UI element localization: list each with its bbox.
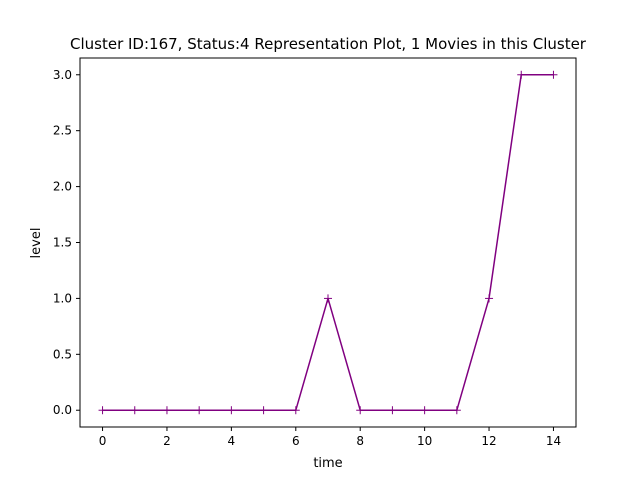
data-point-marker xyxy=(195,406,204,415)
x-tick-label: 0 xyxy=(99,434,107,448)
x-axis: 0 2 4 6 8 10 12 14 xyxy=(99,427,561,448)
data-point-marker xyxy=(485,294,494,303)
x-tick-label: 2 xyxy=(163,434,171,448)
x-tick-label: 8 xyxy=(356,434,364,448)
y-tick-label: 0.5 xyxy=(53,347,72,361)
plot-frame xyxy=(79,57,577,428)
plot-layer xyxy=(98,70,558,415)
series-line xyxy=(102,74,554,411)
data-point-marker xyxy=(356,406,365,415)
y-tick-label: 2.5 xyxy=(53,124,72,138)
y-tick-label: 0.0 xyxy=(53,403,72,417)
y-tick-label: 1.5 xyxy=(53,236,72,250)
x-axis-label: time xyxy=(313,456,342,471)
chart-title: Cluster ID:167, Status:4 Representation … xyxy=(70,35,587,53)
data-point-marker xyxy=(259,406,268,415)
data-point-marker xyxy=(162,406,171,415)
y-tick-label: 3.0 xyxy=(53,68,72,82)
x-tick-label: 12 xyxy=(481,434,496,448)
data-point-marker xyxy=(98,406,107,415)
data-point-marker xyxy=(549,70,558,79)
x-tick-label: 6 xyxy=(292,434,300,448)
data-point-marker xyxy=(130,406,139,415)
x-tick-label: 4 xyxy=(228,434,236,448)
y-axis-label: level xyxy=(29,228,44,259)
data-point-marker xyxy=(291,406,300,415)
data-point-marker xyxy=(227,406,236,415)
data-point-marker xyxy=(452,406,461,415)
x-tick-label: 14 xyxy=(546,434,561,448)
data-point-marker xyxy=(517,70,526,79)
data-point-marker xyxy=(420,406,429,415)
y-axis: 0.0 0.5 1.0 1.5 2.0 2.5 3.0 xyxy=(53,68,80,417)
y-tick-label: 1.0 xyxy=(53,291,72,305)
data-point-marker xyxy=(388,406,397,415)
y-tick-label: 2.0 xyxy=(53,180,72,194)
x-tick-label: 10 xyxy=(417,434,432,448)
data-point-marker xyxy=(324,294,332,303)
